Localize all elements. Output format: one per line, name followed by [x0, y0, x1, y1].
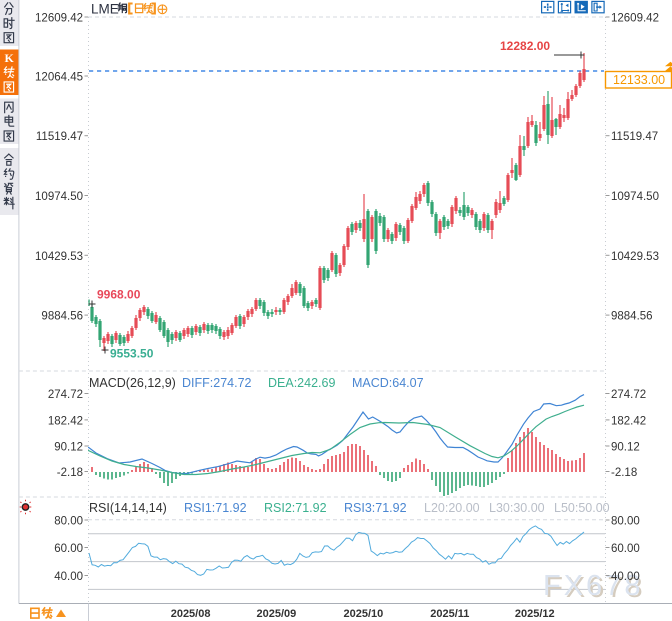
svg-text:2025/10: 2025/10 [344, 608, 384, 620]
svg-text:L30:30.00: L30:30.00 [489, 501, 545, 515]
svg-text:90.12: 90.12 [611, 442, 640, 454]
svg-text:9884.56: 9884.56 [611, 311, 653, 323]
svg-text:L50:50.00: L50:50.00 [554, 501, 610, 515]
svg-text:80.00: 80.00 [611, 516, 640, 528]
svg-text:9968.00: 9968.00 [97, 288, 141, 302]
svg-text:60.00: 60.00 [54, 543, 83, 555]
svg-text:12064.45: 12064.45 [35, 72, 83, 84]
svg-text:RSI2:71.92: RSI2:71.92 [264, 501, 327, 515]
svg-text:12282.00: 12282.00 [500, 39, 550, 53]
svg-text:RSI(14,14,14): RSI(14,14,14) [89, 501, 167, 515]
svg-text:11519.47: 11519.47 [36, 131, 83, 143]
svg-text:9884.56: 9884.56 [41, 311, 83, 323]
svg-text:L20:20.00: L20:20.00 [424, 501, 480, 515]
svg-text:10974.50: 10974.50 [611, 191, 659, 203]
svg-text:274.72: 274.72 [611, 389, 646, 401]
svg-text:-2.18: -2.18 [611, 467, 637, 479]
svg-text:182.42: 182.42 [48, 415, 83, 427]
svg-text:MACD:64.07: MACD:64.07 [352, 376, 424, 390]
svg-text:-2.18: -2.18 [57, 467, 83, 479]
svg-text:9553.50: 9553.50 [110, 347, 154, 361]
svg-text:2025/08: 2025/08 [171, 608, 211, 620]
svg-text:2025/09: 2025/09 [257, 608, 297, 620]
svg-text:DIFF:274.72: DIFF:274.72 [182, 376, 252, 390]
svg-text:2025/12: 2025/12 [515, 608, 555, 620]
svg-text:RSI1:71.92: RSI1:71.92 [184, 501, 247, 515]
svg-text:FX678: FX678 [543, 570, 643, 602]
svg-text:12609.42: 12609.42 [35, 13, 83, 25]
svg-text:40.00: 40.00 [611, 571, 640, 583]
svg-text:K: K [5, 51, 15, 65]
svg-text:FX678: FX678 [545, 572, 645, 604]
svg-text:60.00: 60.00 [611, 543, 640, 555]
svg-text:RSI3:71.92: RSI3:71.92 [344, 501, 407, 515]
svg-text:12133.00: 12133.00 [613, 73, 665, 87]
svg-text:12609.42: 12609.42 [611, 13, 659, 25]
svg-text:10429.53: 10429.53 [611, 251, 659, 263]
svg-text:40.00: 40.00 [54, 571, 83, 583]
svg-text:274.72: 274.72 [48, 389, 83, 401]
svg-text:11519.47: 11519.47 [611, 131, 658, 143]
svg-text:10974.50: 10974.50 [35, 191, 83, 203]
svg-text:90.12: 90.12 [54, 442, 83, 454]
svg-text:80.00: 80.00 [54, 516, 83, 528]
svg-text:182.42: 182.42 [611, 415, 646, 427]
svg-text:2025/11: 2025/11 [430, 608, 469, 620]
svg-text:MACD(26,12,9): MACD(26,12,9) [89, 376, 176, 390]
svg-text:10429.53: 10429.53 [35, 251, 83, 263]
svg-text:LME: LME [91, 2, 119, 17]
svg-text:DEA:242.69: DEA:242.69 [268, 376, 335, 390]
